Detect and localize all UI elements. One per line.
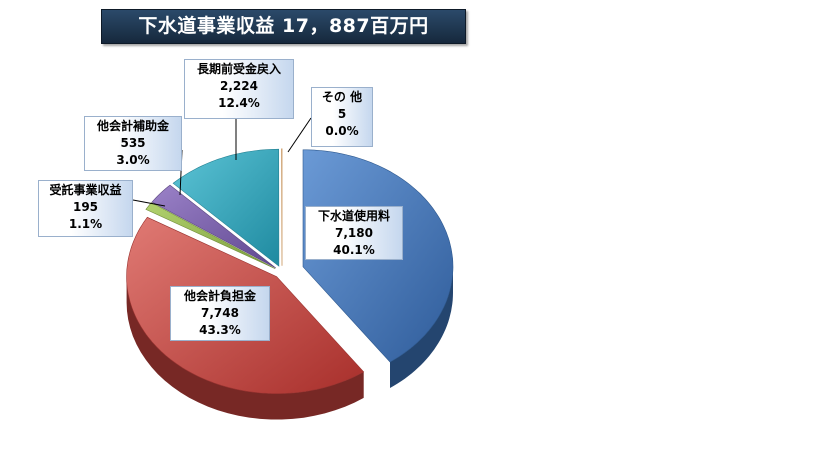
data-label-5: その 他 5 0.0% [311,87,373,147]
slice-name: その 他 [321,90,363,104]
slice-value: 535 [120,136,146,150]
data-label-1: 他会計負担金 7,748 43.3% [170,286,270,341]
slice-percent: 1.1% [68,217,103,231]
slice-value: 7,748 [201,306,239,320]
data-label-4: 長期前受金戻入 2,224 12.4% [184,59,294,119]
slice-percent: 12.4% [218,96,260,110]
leader-line-2 [132,199,166,207]
slice-name: 受託事業収益 [49,183,122,197]
leader-line-5 [287,117,312,153]
data-label-2: 受託事業収益 195 1.1% [38,180,133,237]
slice-value: 2,224 [220,79,258,93]
chart-title: 下水道事業収益 17，887百万円 [101,9,466,44]
slice-percent: 43.3% [199,323,241,337]
slice-name: 長期前受金戻入 [196,62,281,76]
slice-percent: 40.1% [333,243,375,257]
slice-side-0 [390,266,453,388]
slice-value: 5 [337,107,347,121]
slice-value: 195 [72,200,99,214]
data-label-3: 他会計補助金 535 3.0% [84,116,182,171]
slice-percent: 0.0% [325,124,359,138]
pie-slice-3 [151,184,276,269]
slice-name: 下水道使用料 [317,209,390,223]
pie-slice-4 [172,148,280,267]
data-label-0: 下水道使用料 7,180 40.1% [305,206,403,260]
slice-side-1 [126,276,364,420]
slice-name: 他会計負担金 [183,289,256,303]
slice-value: 7,180 [335,226,373,240]
slice-percent: 3.0% [116,153,150,167]
slice-name: 他会計補助金 [96,119,169,133]
pie-slice-2 [145,202,276,269]
